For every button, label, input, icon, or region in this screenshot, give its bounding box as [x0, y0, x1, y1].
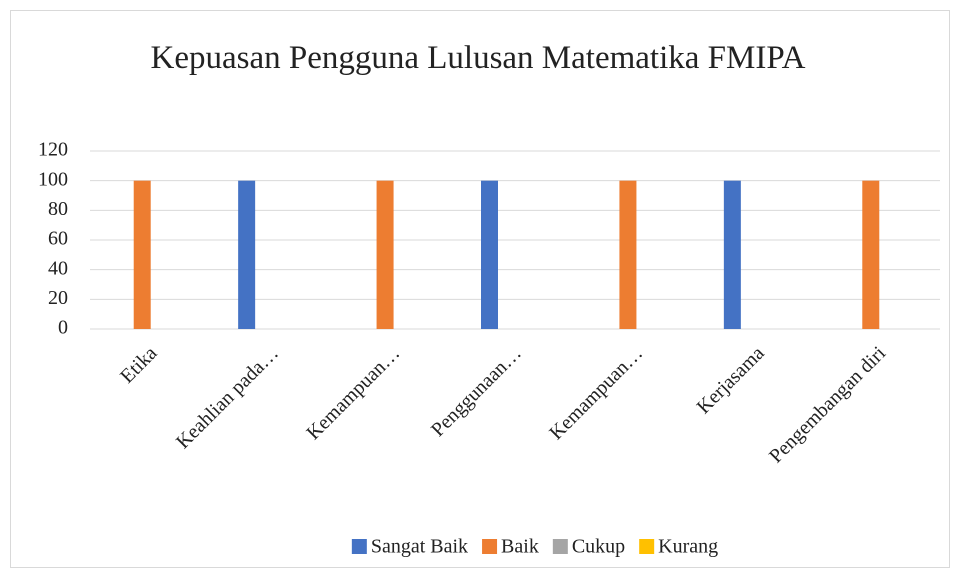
legend-swatch — [552, 539, 568, 554]
bar — [619, 180, 637, 329]
x-tick-label: Kemampuan… — [545, 342, 647, 444]
y-tick-label: 40 — [48, 257, 68, 279]
x-tick-label: Kerjasama — [693, 342, 769, 418]
x-tick-label: Kemampuan… — [302, 342, 404, 444]
chart-frame — [10, 10, 950, 568]
y-tick-label: 100 — [38, 168, 68, 190]
bar — [723, 180, 741, 329]
legend-label: Cukup — [572, 536, 625, 558]
bar — [133, 180, 151, 329]
legend: Sangat Baik Baik Cukup Kurang — [351, 536, 718, 558]
y-tick-label: 80 — [48, 198, 68, 220]
legend-label: Baik — [501, 536, 539, 558]
chart-title: Kepuasan Pengguna Lulusan Matematika FMI… — [150, 40, 806, 76]
legend-swatch — [639, 539, 655, 554]
bar — [376, 180, 394, 329]
legend-label: Sangat Baik — [371, 536, 468, 558]
x-tick-label: Keahlian pada… — [172, 342, 283, 453]
legend-label: Kurang — [658, 536, 718, 558]
y-tick-label: 60 — [48, 228, 68, 250]
x-tick-label: Penggunaan… — [427, 342, 526, 441]
bar — [481, 180, 498, 329]
y-tick-label: 20 — [48, 287, 68, 309]
y-tick-label: 0 — [58, 317, 68, 339]
legend-swatch — [482, 539, 498, 554]
bar — [238, 180, 256, 329]
x-tick-label: Etika — [116, 342, 161, 387]
legend-swatch — [351, 539, 367, 554]
bar — [862, 180, 880, 329]
y-tick-label: 120 — [38, 139, 68, 161]
x-tick-label: Pengembangan diri — [765, 342, 890, 467]
